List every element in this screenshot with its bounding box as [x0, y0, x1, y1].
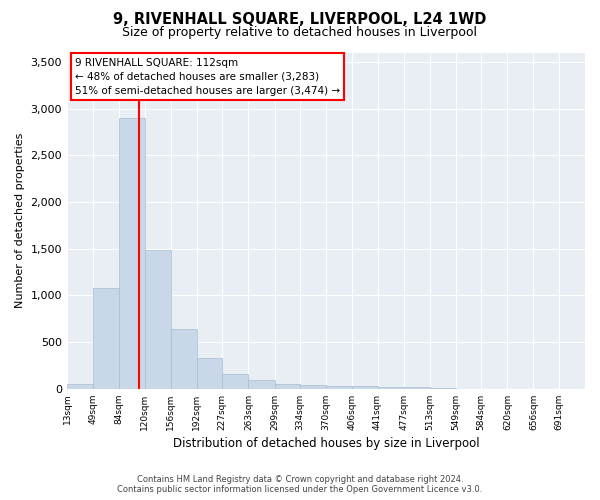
- Text: 9, RIVENHALL SQUARE, LIVERPOOL, L24 1WD: 9, RIVENHALL SQUARE, LIVERPOOL, L24 1WD: [113, 12, 487, 28]
- Bar: [352, 386, 377, 389]
- Bar: [248, 380, 275, 389]
- Bar: [171, 330, 197, 389]
- Bar: [404, 388, 430, 389]
- Bar: [145, 250, 171, 389]
- Bar: [300, 385, 326, 389]
- Bar: [275, 384, 300, 389]
- Bar: [197, 358, 222, 389]
- Text: Contains HM Land Registry data © Crown copyright and database right 2024.
Contai: Contains HM Land Registry data © Crown c…: [118, 474, 482, 494]
- Bar: [67, 384, 93, 389]
- Bar: [222, 374, 248, 389]
- Y-axis label: Number of detached properties: Number of detached properties: [15, 133, 25, 308]
- X-axis label: Distribution of detached houses by size in Liverpool: Distribution of detached houses by size …: [173, 437, 479, 450]
- Bar: [119, 118, 145, 389]
- Bar: [377, 387, 404, 389]
- Bar: [326, 386, 352, 389]
- Bar: [93, 288, 119, 389]
- Text: 9 RIVENHALL SQUARE: 112sqm
← 48% of detached houses are smaller (3,283)
51% of s: 9 RIVENHALL SQUARE: 112sqm ← 48% of deta…: [75, 58, 340, 96]
- Text: Size of property relative to detached houses in Liverpool: Size of property relative to detached ho…: [122, 26, 478, 39]
